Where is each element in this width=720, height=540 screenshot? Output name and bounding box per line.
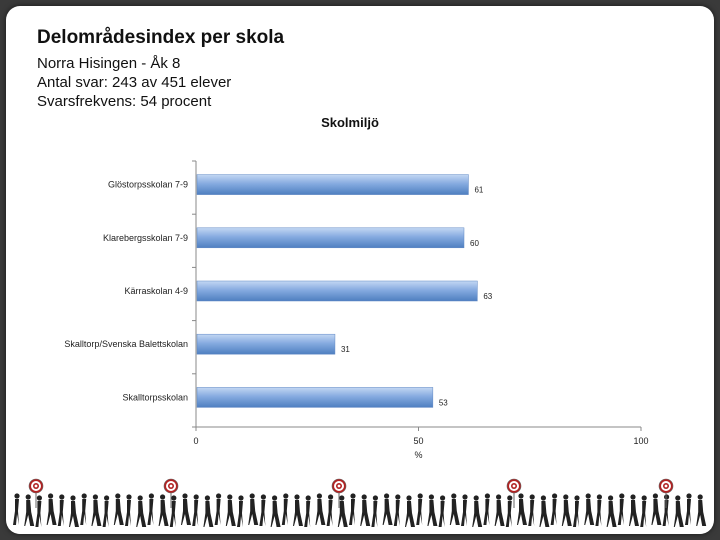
walking-figure-icon: [57, 494, 65, 526]
target-icon: [163, 478, 179, 508]
page-title: Delområdesindex per skola: [37, 27, 285, 48]
walking-figure-icon: [35, 495, 42, 527]
walking-figure-icon: [259, 494, 266, 526]
data-label: 31: [341, 345, 350, 354]
walking-figure-icon: [685, 493, 692, 525]
data-label: 60: [470, 239, 479, 248]
subtitle-response-rate: Svarsfrekvens: 54 procent: [37, 93, 212, 110]
walking-figure-icon: [136, 495, 147, 527]
walking-figure-icon: [584, 493, 595, 525]
footer-base: [6, 528, 714, 534]
walking-figure-icon: [371, 495, 378, 527]
x-axis-label: %: [414, 450, 422, 460]
walking-figure-icon: [505, 495, 513, 527]
subtitle-responses: Antal svar: 243 av 451 elever: [37, 74, 232, 91]
walking-figure-icon: [528, 494, 535, 526]
walking-figure-icon: [270, 495, 281, 527]
walking-figure-icon: [595, 494, 603, 526]
walking-figure-icon: [539, 495, 550, 527]
walking-figure-icon: [405, 495, 415, 527]
walking-figure-icon: [662, 494, 670, 526]
target-icon: [658, 478, 674, 508]
walking-figure-icon: [248, 493, 259, 525]
walking-figure-icon: [192, 494, 199, 526]
walking-figure-icon: [281, 493, 289, 525]
walking-figure-icon: [337, 495, 348, 527]
walking-figure-icon: [91, 494, 102, 526]
walking-figure-icon: [550, 493, 558, 525]
bar-chart: Skolmiljö Glöstorpsskolan 7-9 61 Klarebergs…: [64, 115, 648, 460]
category-label: Glöstorpsskolan 7-9: [108, 180, 188, 190]
walking-figure-icon: [113, 493, 124, 525]
data-label: 53: [439, 398, 448, 407]
walking-figure-icon: [293, 494, 303, 526]
walking-figure-icon: [629, 494, 639, 526]
bar: [196, 387, 434, 408]
walking-figure-icon: [237, 495, 244, 527]
data-label: 63: [483, 292, 492, 301]
walking-figure-icon: [673, 495, 684, 527]
walking-figure-icon: [606, 495, 617, 527]
target-icon: [506, 478, 522, 508]
walking-figure-icon: [360, 494, 371, 526]
bar: [196, 227, 465, 249]
walking-figure-icon: [416, 493, 423, 525]
walking-figure-icon: [517, 493, 527, 525]
walking-figure-icon: [304, 495, 311, 527]
walking-figure-icon: [349, 493, 356, 525]
walking-figure-icon: [80, 493, 87, 525]
walking-figure-icon: [696, 494, 707, 526]
x-tick-label: 100: [633, 436, 648, 446]
walking-figure-icon: [225, 494, 236, 526]
walking-figure-icon: [181, 493, 191, 525]
bar: [196, 280, 478, 302]
category-label: Skalltorpsskolan: [122, 392, 188, 402]
walking-figure-icon: [69, 495, 79, 527]
walking-figure-icon: [494, 494, 505, 526]
walking-figure-icon: [393, 494, 401, 526]
walking-figure-icon: [214, 493, 222, 525]
walking-figure-icon: [483, 493, 490, 525]
x-tick-label: 50: [413, 436, 423, 446]
walking-figure-icon: [382, 493, 393, 525]
walking-figure-icon: [461, 494, 468, 526]
target-icon: [28, 478, 44, 508]
walking-figure-icon: [617, 493, 625, 525]
walking-figure-icon: [13, 493, 20, 525]
slide: Delområdesindex per skola Norra Hisingen…: [6, 6, 714, 534]
walking-figure-icon: [125, 494, 132, 526]
category-label: Kärraskolan 4-9: [124, 286, 188, 296]
bar: [196, 174, 469, 195]
x-tick-label: 0: [193, 436, 198, 446]
walking-figure-icon: [169, 495, 177, 527]
walking-figure-icon: [326, 494, 334, 526]
walking-figure-icon: [24, 494, 35, 526]
walking-figure-icon: [449, 493, 460, 525]
walking-figure-icon: [472, 495, 483, 527]
walking-figure-icon: [46, 493, 57, 525]
walking-figure-icon: [640, 495, 647, 527]
walking-figure-icon: [573, 495, 580, 527]
subtitle-grade: Norra Hisingen - Åk 8: [37, 55, 181, 72]
category-label: Klarebergsskolan 7-9: [103, 233, 188, 243]
walking-figure-icon: [203, 495, 214, 527]
walking-figure-icon: [158, 494, 169, 526]
walking-figure-icon: [561, 494, 572, 526]
walking-figure-icon: [427, 494, 438, 526]
walking-figure-icon: [102, 495, 110, 527]
bar: [196, 333, 336, 355]
walking-figure-icon: [147, 493, 154, 525]
footer-decoration: [6, 478, 714, 534]
chart-title: Skolmiljö: [321, 115, 379, 130]
walking-figure-icon: [438, 495, 446, 527]
walking-figure-icon: [651, 493, 662, 525]
category-label: Skalltorp/Svenska Balettskolan: [64, 339, 188, 349]
data-label: 61: [474, 186, 483, 195]
walking-figure-icon: [315, 493, 326, 525]
target-icon: [331, 478, 347, 508]
